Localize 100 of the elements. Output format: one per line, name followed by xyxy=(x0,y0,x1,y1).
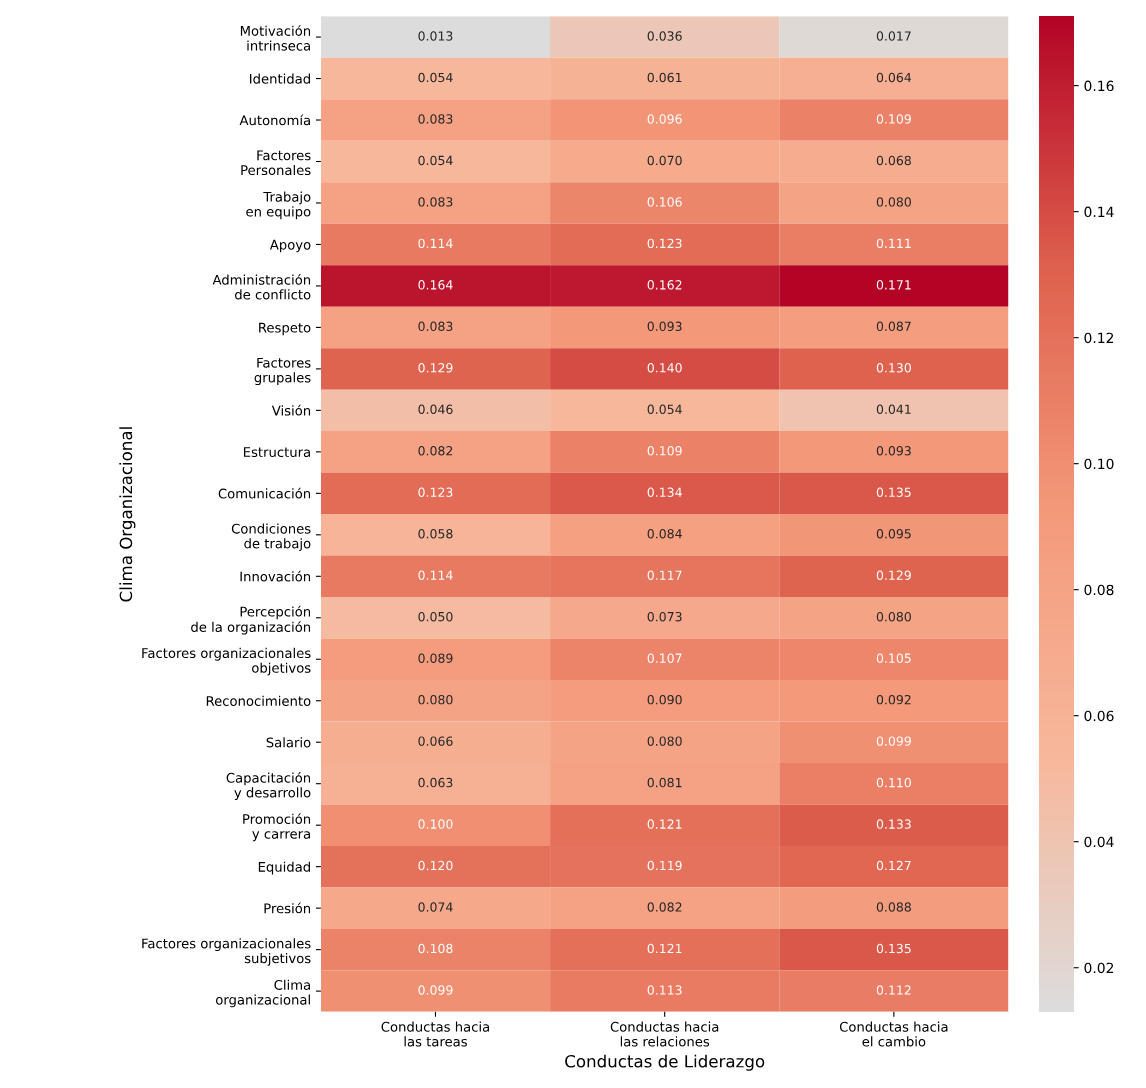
color-bar-label: 0.16 xyxy=(1084,80,1114,92)
data-label: 0.074 xyxy=(418,902,453,912)
y-tick-label: Factores Personales xyxy=(241,150,311,176)
color-bar-label: 0.10 xyxy=(1084,458,1114,470)
data-label: 0.093 xyxy=(647,321,682,332)
data-label: 0.107 xyxy=(647,653,682,663)
data-label: 0.108 xyxy=(418,943,453,954)
data-label: 0.054 xyxy=(418,155,453,166)
data-label: 0.013 xyxy=(418,31,453,41)
data-label: 0.112 xyxy=(876,985,911,995)
data-label: 0.058 xyxy=(418,528,453,539)
color-bar-label: 0.14 xyxy=(1084,206,1114,218)
data-label: 0.106 xyxy=(647,197,682,207)
data-label: 0.099 xyxy=(876,736,911,746)
y-tick-label: Motivación intrinseca xyxy=(240,25,311,51)
data-label: 0.080 xyxy=(418,694,453,705)
y-tick-label: Salario xyxy=(266,737,311,748)
data-label: 0.123 xyxy=(647,238,682,249)
data-label: 0.133 xyxy=(876,819,911,829)
data-label: 0.084 xyxy=(647,528,682,539)
y-tick-label: Clima organizacional xyxy=(216,979,310,1008)
data-label: 0.121 xyxy=(647,819,682,829)
data-label: 0.114 xyxy=(418,238,453,249)
data-label: 0.061 xyxy=(647,72,682,83)
y-tick-label: Capacitación y desarrollo xyxy=(226,772,311,801)
data-label: 0.054 xyxy=(418,72,453,83)
data-label: 0.164 xyxy=(418,280,453,290)
data-label: 0.080 xyxy=(647,736,682,746)
y-tick-label: Promoción y carrera xyxy=(243,813,311,842)
data-label: 0.050 xyxy=(418,611,453,622)
data-label: 0.092 xyxy=(876,694,911,705)
data-label: 0.064 xyxy=(876,72,912,83)
data-label: 0.088 xyxy=(876,902,911,912)
data-label: 0.083 xyxy=(418,197,453,207)
data-label: 0.080 xyxy=(876,611,911,622)
data-label: 0.087 xyxy=(876,321,911,332)
data-label: 0.066 xyxy=(418,736,453,746)
data-label: 0.162 xyxy=(647,280,682,290)
y-axis-title: Clima Organizacional xyxy=(119,427,136,602)
y-tick-label: Factores organizacionales objetivos xyxy=(142,647,311,676)
data-label: 0.119 xyxy=(647,860,682,871)
x-tick-label: Conductas hacia las tareas xyxy=(381,1021,489,1047)
color-bar-label: 0.08 xyxy=(1084,584,1114,596)
y-tick-label: Innovación xyxy=(240,570,311,582)
data-label: 0.068 xyxy=(876,155,911,166)
data-label: 0.082 xyxy=(418,446,453,456)
y-tick-label: Condiciones de trabajo xyxy=(231,523,311,551)
y-tick-label: Comunicación xyxy=(218,487,311,499)
data-label: 0.135 xyxy=(876,487,911,497)
data-label: 0.121 xyxy=(647,943,682,954)
data-label: 0.046 xyxy=(418,404,453,415)
data-label: 0.054 xyxy=(647,404,682,415)
data-label: 0.109 xyxy=(876,114,911,124)
data-label: 0.113 xyxy=(647,985,682,995)
data-label: 0.070 xyxy=(647,155,682,166)
y-tick-label: Estructura xyxy=(243,447,310,458)
data-label: 0.135 xyxy=(876,943,911,954)
data-label: 0.127 xyxy=(876,860,911,871)
data-label: 0.083 xyxy=(418,321,453,332)
y-tick-label: Factores grupales xyxy=(254,357,311,386)
y-tick-label: Identidad xyxy=(250,73,310,84)
data-label: 0.073 xyxy=(647,611,682,622)
color-bar-label: 0.02 xyxy=(1084,962,1114,974)
data-label: 0.036 xyxy=(647,31,682,41)
y-tick-label: Trabajo en equipo xyxy=(246,191,311,220)
data-label: 0.100 xyxy=(418,819,453,829)
data-label: 0.089 xyxy=(418,653,453,663)
data-label: 0.096 xyxy=(647,114,682,124)
y-tick-label: Equidad xyxy=(258,861,310,875)
y-tick-label: Factores organizacionales subjetivos xyxy=(142,938,311,966)
data-label: 0.080 xyxy=(876,197,911,207)
x-tick-label: Conductas hacia el cambio xyxy=(839,1021,948,1047)
data-label: 0.105 xyxy=(876,653,911,663)
data-label: 0.140 xyxy=(647,363,682,373)
y-tick-label: Visión xyxy=(271,404,311,416)
y-tick-label: Presión xyxy=(264,902,311,914)
data-label: 0.063 xyxy=(418,777,453,788)
color-bar-label: 0.06 xyxy=(1084,710,1114,722)
data-label: 0.081 xyxy=(647,777,682,788)
data-label: 0.082 xyxy=(647,902,682,912)
data-label: 0.114 xyxy=(418,570,453,580)
data-label: 0.129 xyxy=(418,363,453,373)
data-label: 0.109 xyxy=(647,446,682,456)
y-tick-label: Respeto xyxy=(259,322,311,336)
y-tick-label: Percepción de la organización xyxy=(191,605,311,635)
data-label: 0.171 xyxy=(876,280,911,290)
data-label: 0.110 xyxy=(876,777,911,788)
x-tick-label: Conductas hacia las relaciones xyxy=(610,1021,719,1047)
data-label: 0.041 xyxy=(876,404,911,415)
data-label: 0.130 xyxy=(876,363,911,373)
color-bar-label: 0.04 xyxy=(1084,836,1114,848)
data-label: 0.111 xyxy=(876,238,911,249)
data-label: 0.093 xyxy=(876,446,911,456)
x-axis-title: Conductas de Liderazgo xyxy=(565,1054,765,1071)
data-label: 0.090 xyxy=(647,694,682,705)
data-label: 0.017 xyxy=(876,31,911,41)
data-label: 0.095 xyxy=(876,528,911,539)
data-label: 0.117 xyxy=(647,570,682,580)
data-label: 0.123 xyxy=(418,487,453,497)
y-tick-label: Administración de conflicto xyxy=(212,274,311,300)
